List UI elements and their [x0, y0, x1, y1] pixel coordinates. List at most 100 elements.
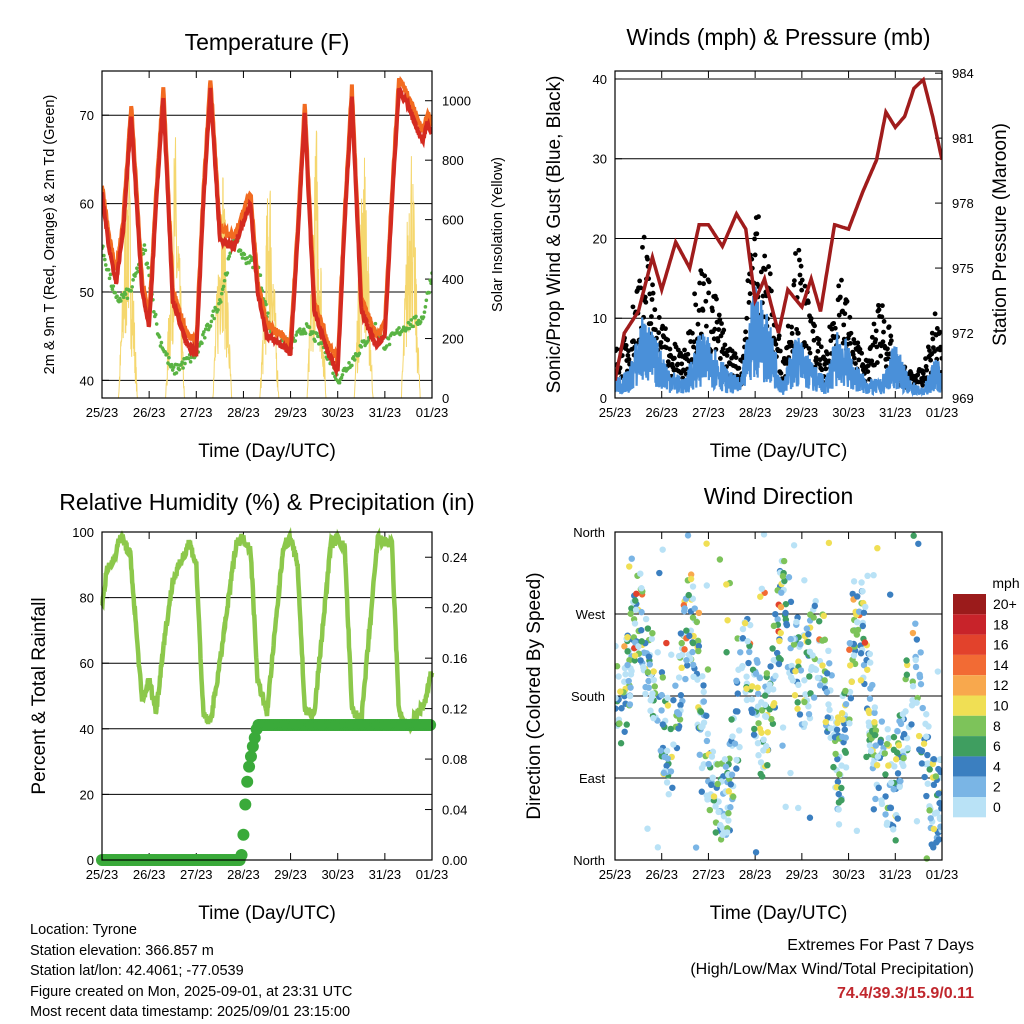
- x-tick-label: 25/23: [599, 867, 632, 882]
- gust-point: [700, 307, 706, 313]
- direction-point: [721, 756, 729, 763]
- direction-point: [674, 708, 681, 716]
- direction-point: [657, 747, 665, 754]
- gust-point: [714, 296, 719, 302]
- dewpoint-point: [209, 319, 214, 324]
- dewpoint-point: [103, 257, 107, 262]
- direction-point: [724, 617, 731, 624]
- direction-point: [635, 643, 642, 650]
- direction-point: [842, 700, 850, 708]
- direction-point: [858, 579, 865, 586]
- chart-title: Wind Direction: [704, 483, 854, 509]
- dewpoint-point: [153, 312, 158, 317]
- x-axis-label: Time (Day/UTC): [198, 903, 336, 924]
- y2-axis-label: Solar Insolation (Yellow): [490, 157, 506, 312]
- direction-point: [871, 719, 878, 726]
- dewpoint-point: [202, 336, 207, 340]
- dewpoint-point: [264, 302, 268, 307]
- direction-point: [867, 659, 874, 666]
- gust-point: [650, 282, 655, 288]
- dewpoint-point: [298, 327, 302, 331]
- direction-point: [934, 668, 942, 675]
- dewpoint-point: [121, 295, 126, 300]
- direction-point: [695, 642, 703, 650]
- direction-point: [896, 783, 903, 791]
- y2-tick-label: 800: [442, 153, 464, 168]
- gust-point: [773, 341, 779, 347]
- gust-point: [805, 300, 811, 305]
- direction-point: [728, 771, 736, 778]
- direction-point: [850, 652, 858, 659]
- direction-point: [743, 673, 750, 680]
- direction-point: [853, 618, 861, 626]
- direction-point: [777, 603, 785, 611]
- direction-point: [615, 673, 622, 680]
- legend-label: 10: [993, 698, 1009, 714]
- gust-point: [716, 312, 722, 318]
- y-tick-label: North: [573, 853, 605, 868]
- dewpoint-point: [424, 298, 429, 303]
- direction-point: [693, 618, 701, 626]
- direction-point: [758, 773, 766, 780]
- direction-point: [720, 813, 728, 820]
- direction-point: [672, 682, 679, 689]
- dewpoint-point: [293, 339, 298, 343]
- dewpoint-point: [219, 291, 224, 296]
- gust-point: [787, 343, 793, 349]
- direction-point: [859, 622, 867, 630]
- direction-point: [761, 692, 769, 699]
- direction-point: [794, 804, 802, 812]
- gust-point: [879, 303, 885, 309]
- gust-point: [939, 355, 942, 361]
- direction-point: [677, 630, 685, 637]
- direction-point: [780, 557, 788, 565]
- station-location: Location: Tyrone: [30, 922, 137, 938]
- direction-point: [762, 713, 770, 721]
- direction-point: [922, 720, 929, 728]
- direction-point: [823, 688, 831, 696]
- x-tick-label: 25/23: [599, 405, 632, 420]
- x-tick-label: 26/23: [133, 867, 166, 882]
- direction-point: [755, 752, 762, 759]
- y-tick-label: South: [571, 689, 605, 704]
- dewpoint-point: [111, 284, 116, 288]
- gust-point: [881, 319, 887, 324]
- speed-legend: mph 20+ 18 16 14 12 10 8 6 4 2 0: [953, 575, 1020, 818]
- gust-point: [797, 257, 802, 263]
- y-tick-label: 100: [72, 525, 94, 540]
- x-tick-label: 29/23: [786, 405, 819, 420]
- y-tick-label: 0: [87, 853, 94, 868]
- direction-point: [871, 704, 879, 711]
- direction-point: [802, 691, 809, 698]
- direction-point: [872, 742, 880, 749]
- direction-point: [663, 762, 670, 770]
- dewpoint-point: [123, 292, 128, 296]
- gust-point: [623, 343, 629, 348]
- direction-point: [805, 638, 812, 646]
- direction-point: [801, 720, 808, 727]
- direction-point: [687, 575, 695, 583]
- dewpoint-point: [180, 360, 184, 365]
- direction-point: [805, 710, 813, 718]
- direction-point: [838, 762, 845, 769]
- direction-point: [758, 585, 766, 592]
- direction-point: [913, 636, 921, 643]
- gust-point: [721, 327, 727, 333]
- gust-point: [925, 344, 931, 350]
- gust-point: [836, 312, 842, 318]
- direction-point: [684, 532, 692, 539]
- gust-point: [638, 285, 644, 291]
- gust-point: [855, 340, 861, 346]
- dewpoint-point: [102, 244, 105, 249]
- direction-point: [695, 609, 703, 617]
- gust-point: [744, 315, 750, 321]
- direction-point: [900, 762, 907, 770]
- gust-point: [799, 277, 805, 283]
- y2-tick-label: 0.04: [442, 803, 467, 818]
- extremes-box: Extremes For Past 7 Days (High/Low/Max W…: [690, 934, 974, 1006]
- direction-point: [658, 707, 665, 714]
- direction-point: [861, 639, 869, 646]
- direction-point: [915, 732, 923, 740]
- gust-point: [798, 263, 804, 269]
- y2-tick-label: 0.16: [442, 651, 467, 666]
